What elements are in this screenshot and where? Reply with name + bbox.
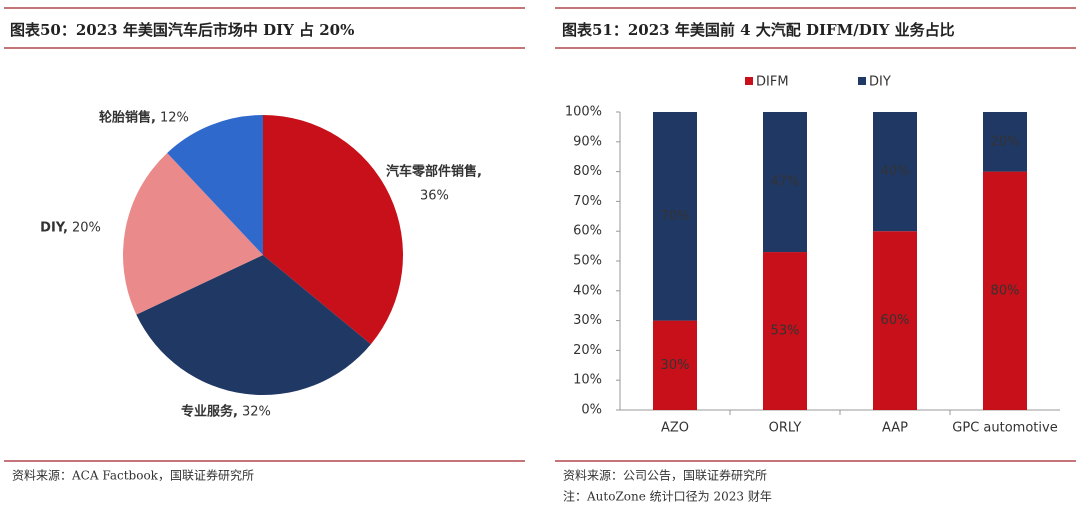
slice-value: 32% [242,405,271,420]
slice-label: DIY, [40,221,68,236]
value-label: 47% [771,175,800,190]
bar-segment [653,320,697,410]
legend-label: DIFM [756,75,789,90]
value-label: 53% [771,324,800,339]
pie-slice [263,115,404,345]
value-label: 30% [661,358,690,373]
bar-segment [873,231,917,410]
bar-segment [653,112,697,321]
y-tick-label: 70% [573,194,602,209]
chart-title: 图表51：2023 年美国前 4 大汽配 DIFM/DIY 业务占比 [562,21,955,39]
bar-segment [873,112,917,232]
y-tick-label: 40% [573,283,602,298]
legend-swatch [858,77,866,85]
value-label: 70% [661,209,690,224]
pie-slice [167,115,263,255]
slice-value: 36% [420,189,449,204]
slice-value: 12% [160,111,189,126]
y-tick-label: 50% [573,254,602,269]
x-tick-label: AAP [882,421,908,436]
slice-value: 20% [72,221,101,236]
value-label: 40% [881,164,910,179]
y-tick-label: 60% [573,224,602,239]
y-tick-label: 20% [573,343,602,358]
bar-segment [763,112,807,253]
value-label: 80% [991,283,1020,298]
source: 资料来源：ACA Factbook，国联证券研究所 [12,468,254,483]
slice-label: 轮胎销售, [99,110,156,126]
slice-label: 汽车零部件销售, [386,164,482,180]
x-tick-label: ORLY [769,421,802,436]
y-tick-label: 30% [573,313,602,328]
x-tick-label: AZO [661,421,689,436]
note: 注：AutoZone 统计口径为 2023 财年 [563,489,772,504]
bar-segment [983,112,1027,172]
slice-label: 专业服务, [181,404,238,420]
bar-segment [983,171,1027,410]
pie-slice [122,152,263,315]
x-tick-label: GPC automotive [952,421,1057,436]
y-tick-label: 100% [565,105,602,120]
source: 资料来源：公司公告，国联证券研究所 [563,468,767,483]
legend-label: DIY [869,75,891,90]
chart-title: 图表50：2023 年美国汽车后市场中 DIY 占 20% [10,21,354,39]
y-tick-label: 0% [581,403,602,418]
y-tick-label: 10% [573,373,602,388]
y-tick-label: 90% [573,134,602,149]
y-tick-label: 80% [573,164,602,179]
value-label: 20% [991,134,1020,149]
legend-swatch [745,77,753,85]
value-label: 60% [881,313,910,328]
bar-segment [763,252,807,410]
pie-slice [136,255,371,396]
